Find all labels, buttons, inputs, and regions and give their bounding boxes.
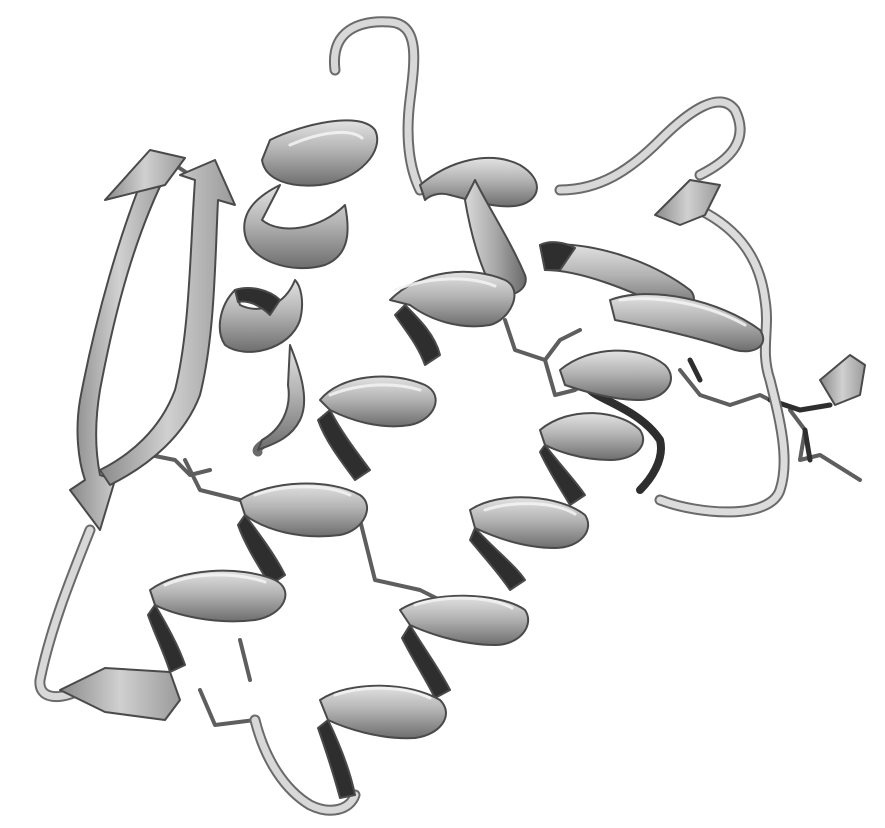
specular-highlights <box>163 130 747 700</box>
beta-strand-arrow-icon <box>59 149 866 721</box>
loop-coil-icon <box>34 16 790 816</box>
alpha-helix-icon <box>317 241 765 799</box>
sidechain-dark-sticks <box>687 357 833 463</box>
alpha-helix-icon <box>147 157 538 673</box>
alpha-helix-icon <box>218 119 379 451</box>
